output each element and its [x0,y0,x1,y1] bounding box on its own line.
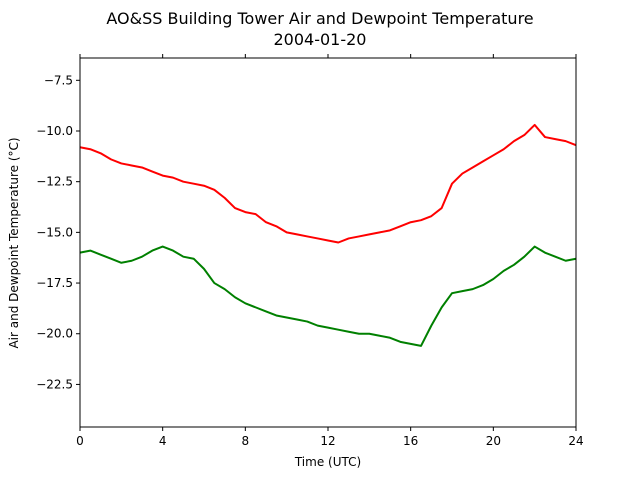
x-tick-label: 24 [568,434,583,448]
x-tick-label: 12 [320,434,335,448]
x-tick-label: 8 [242,434,250,448]
tick-layer: 0 4 8 12 16 20 24 −7.5 −10.0 −12.5 −15.0 −17.5 −20.0… [36,54,584,448]
x-tick-label: 16 [403,434,418,448]
y-tick-label: −7.5 [44,73,73,87]
y-axis-label: Air and Dewpoint Temperature (°C) [7,137,21,348]
series-line-2 [79,245,577,347]
y-tick-label: −12.5 [36,175,73,189]
x-tick-label: 0 [76,434,84,448]
y-tick-label: −15.0 [36,225,73,239]
x-tick-label: 4 [159,434,167,448]
y-tick-label: −22.5 [36,377,73,391]
y-tick-label: −10.0 [36,124,73,138]
series-line-1 [79,123,577,244]
y-tick-label: −17.5 [36,276,73,290]
chart-subtitle: 2004-01-20 [274,30,367,49]
y-tick-label: −20.0 [36,327,73,341]
x-axis-label: Time (UTC) [294,455,361,469]
plot-frame [79,57,577,428]
x-tick-label: 20 [486,434,501,448]
series-layer [79,123,577,347]
chart-title: AO&SS Building Tower Air and Dewpoint Te… [106,9,533,28]
